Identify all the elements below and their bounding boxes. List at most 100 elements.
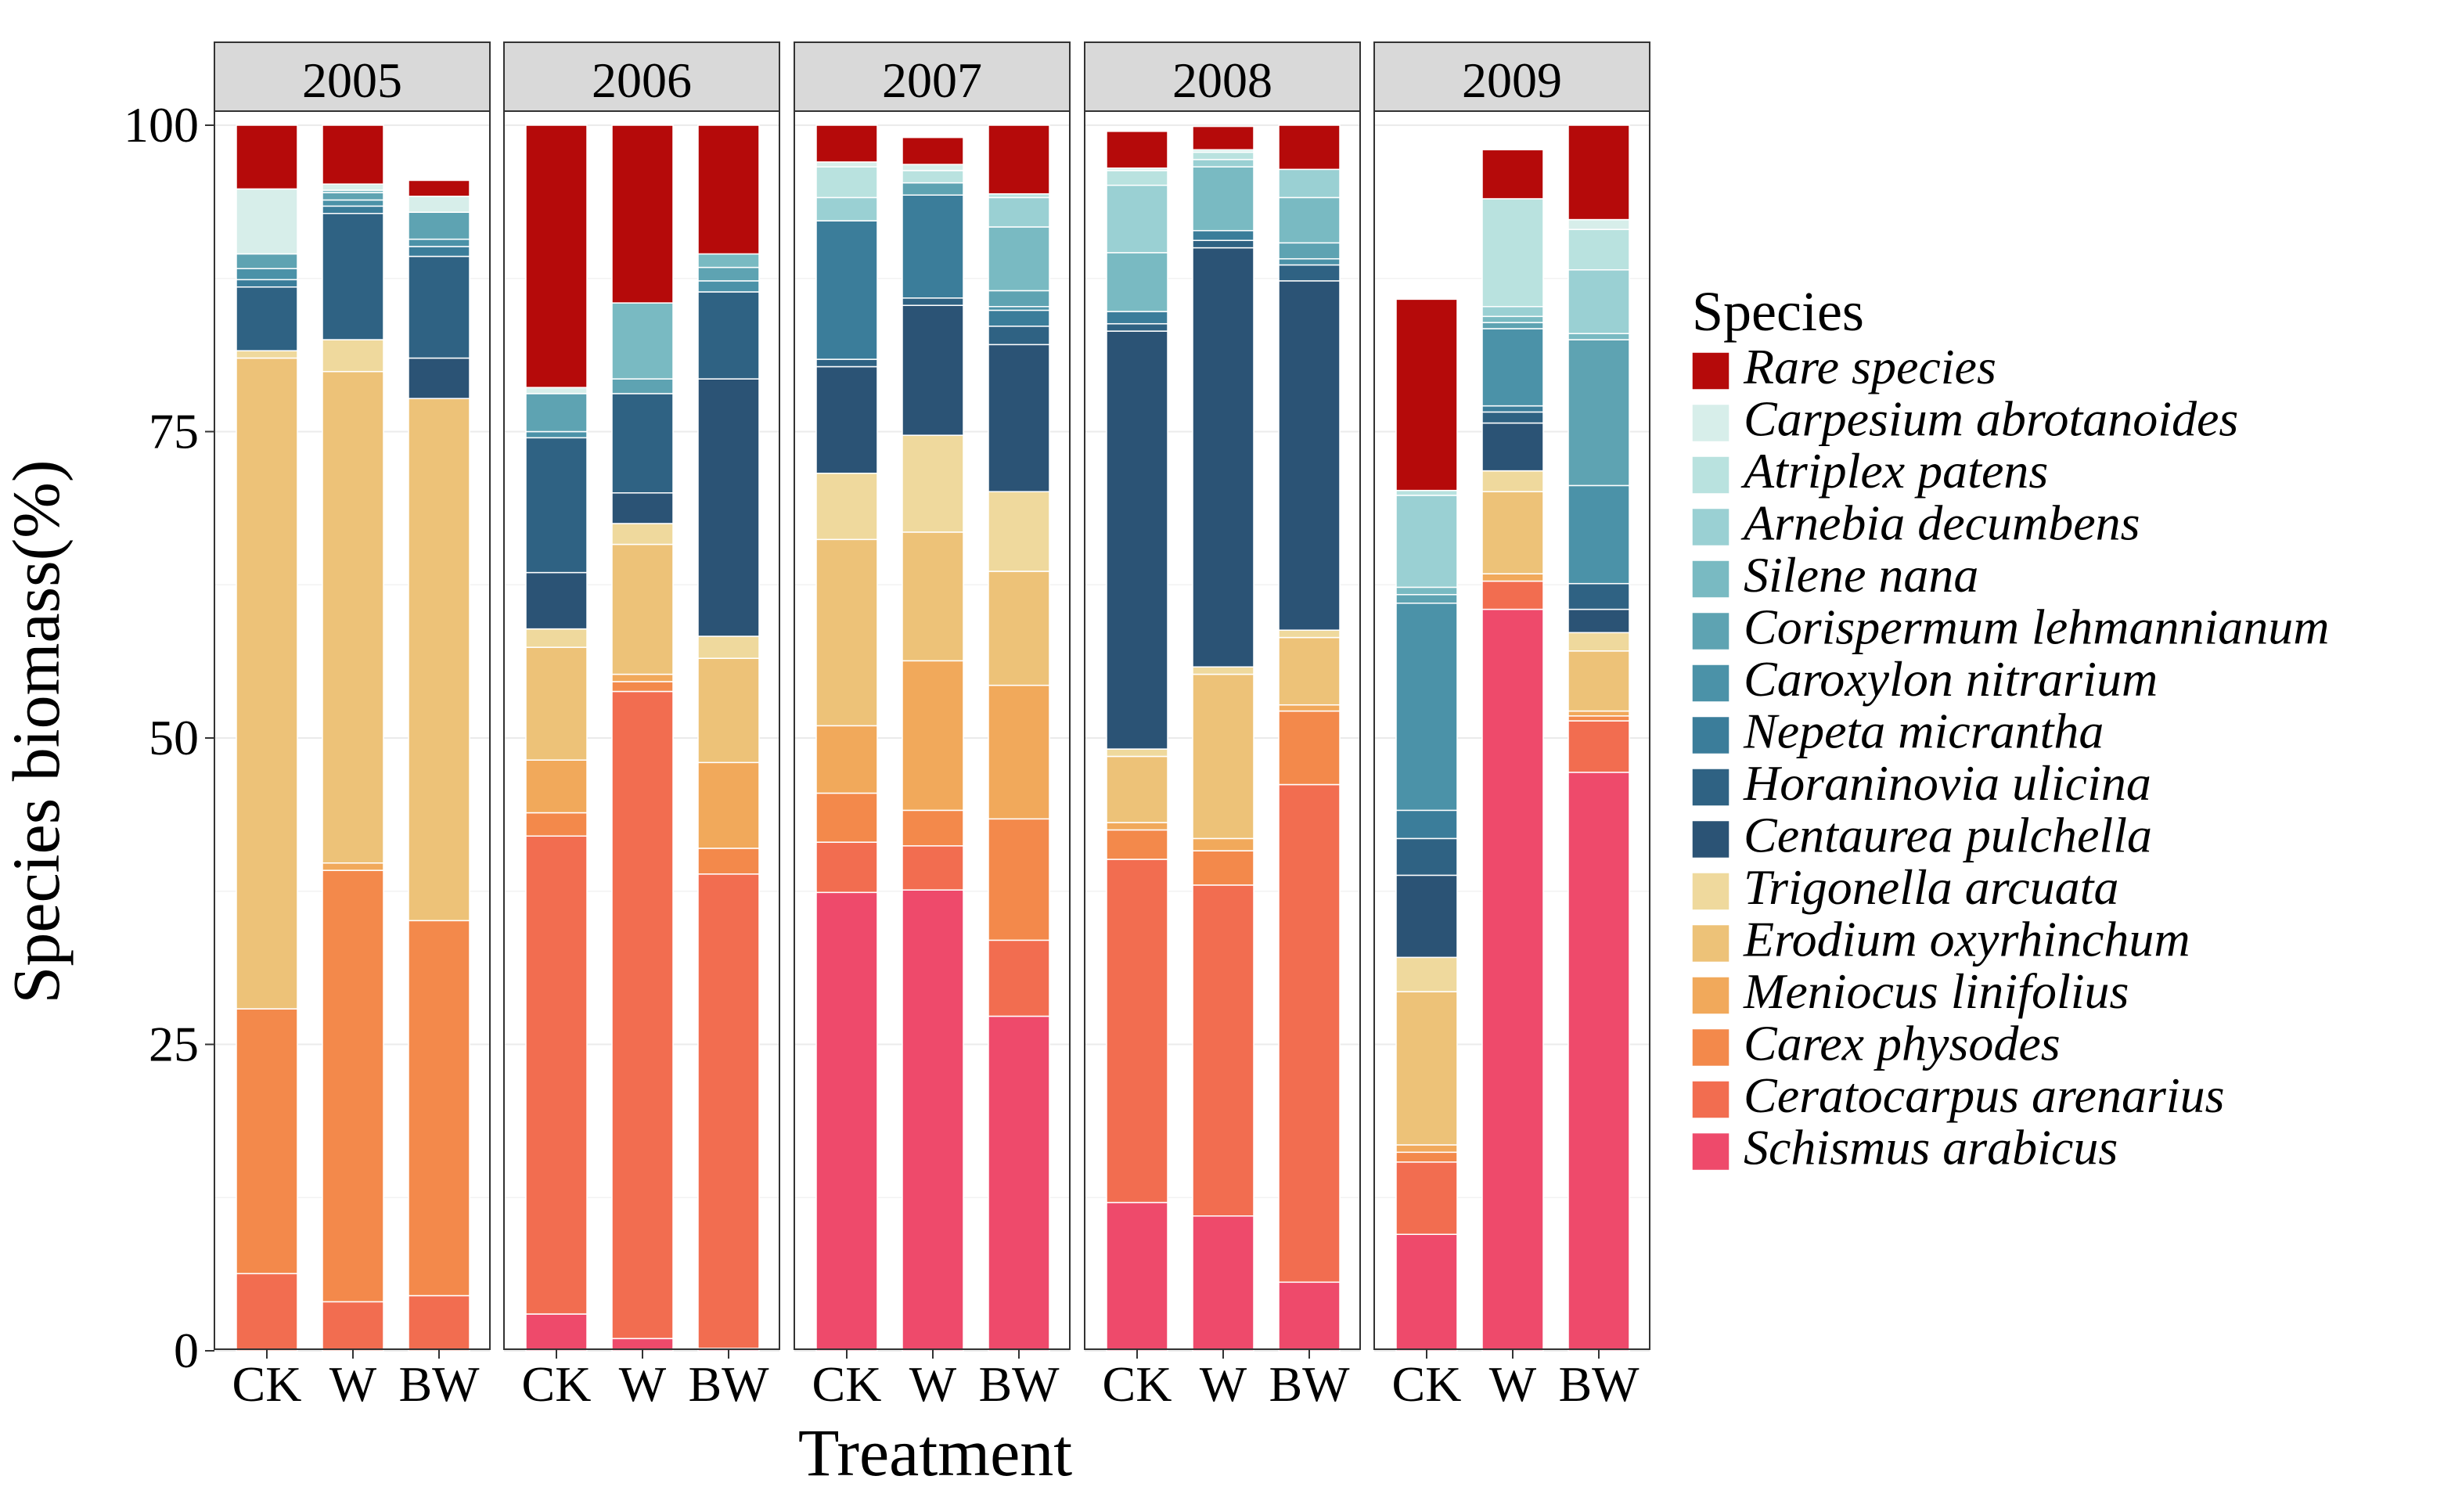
legend-item: Silene nana <box>1691 547 1978 603</box>
bar-segment: Trigonella arcuata: 1.8 <box>697 635 760 659</box>
legend-label: Erodium oxyrhinchum <box>1743 912 2190 967</box>
bar-segment: Centaurea pulchella: 4.6 <box>525 571 588 630</box>
bar-segment: Arnebia decumbens: 7.5 <box>1395 495 1458 589</box>
x-tick-label: CK <box>1392 1356 1462 1412</box>
panel-border <box>1373 110 1650 1350</box>
legend-label: Arnebia decumbens <box>1740 495 2140 551</box>
bar-segment: Corispermum lehmannianum: 0.6 <box>322 192 384 201</box>
bar-segment: Corispermum lehmannianum: 1.2 <box>611 378 674 394</box>
bar-segment: Atriplex patens: 2.5 <box>815 166 878 199</box>
bar-segment: Carpesium abrotanoides: 0.8 <box>1568 218 1630 230</box>
bar-segment: Horaninovia ulicina: 0.6 <box>1192 239 1254 249</box>
facet-panel-2009: 2009Schismus arabicus: 9.5Ceratocarpus a… <box>1373 41 1650 1412</box>
bar-segment: Centaurea pulchella: 21 <box>697 378 760 637</box>
bar-W: Schismus arabicus: 60.5Ceratocarpus aren… <box>1481 149 1544 1352</box>
bar-W: Schismus arabicus: 37.6Ceratocarpus aren… <box>902 136 964 1352</box>
panel-border <box>794 110 1071 1350</box>
bar-segment: Erodium oxyrhinchum: 9.2 <box>525 646 588 761</box>
bar-segment: Corispermum lehmannianum: 0.5 <box>1481 322 1544 329</box>
bar-segment: Trigonella arcuata: 2.8 <box>1395 956 1458 992</box>
x-tick-label: W <box>1200 1356 1247 1412</box>
y-tick-label: 0 <box>174 1323 199 1378</box>
x-tick-label: CK <box>522 1356 592 1412</box>
x-tick-label: BW <box>1269 1356 1350 1412</box>
bar-segment: Arnebia decumbens: 5.2 <box>1568 269 1630 334</box>
x-tick-label: W <box>619 1356 667 1412</box>
bar-segment: Horaninovia ulicina: 3 <box>1395 837 1458 877</box>
bar-segment: Atriplex patens: 1.2 <box>1106 170 1168 186</box>
legend-label: Trigonella arcuata <box>1744 859 2118 915</box>
legend-label: Horaninovia ulicina <box>1743 755 2151 811</box>
x-tick-label: CK <box>232 1356 302 1412</box>
panel-border <box>503 110 780 1350</box>
bar-segment: Arnebia decumbens: 1.9 <box>815 196 878 221</box>
bar-segment: Silene nana: 5.2 <box>1192 166 1254 232</box>
y-tick-label: 25 <box>149 1017 199 1072</box>
bar-segment: Caroxylon nitrarium: 0.5 <box>525 430 588 439</box>
bar-segment: Corispermum lehmannianum: 1.3 <box>988 290 1050 308</box>
bar-segment: Nepeta micrantha: 1 <box>1106 311 1168 325</box>
bar-segment: Caroxylon nitrarium: 0.6 <box>408 238 470 247</box>
bar-segment: Rare species: 7.7 <box>1568 124 1630 221</box>
bar-segment: Erodium oxyrhinchum: 6.7 <box>1481 491 1544 574</box>
bar-segment: Centaurea pulchella: 3.9 <box>1481 422 1544 472</box>
bar-segment: Rare species: 2.2 <box>902 136 964 165</box>
legend-label: Schismus arabicus <box>1744 1120 2118 1175</box>
bar-segment: Nepeta micrantha: 0.6 <box>322 205 384 214</box>
bar-segment: Ceratocarpus arenarius: 40.6 <box>1278 783 1341 1283</box>
bar-W: Ceratocarpus arenarius: 4Carex physodes:… <box>322 124 384 1352</box>
legend-label: Corispermum lehmannianum <box>1744 599 2329 655</box>
bar-segment: Carex physodes: 4 <box>815 792 878 843</box>
bar-segment: Corispermum lehmannianum: 1.3 <box>1278 242 1341 260</box>
bar-CK: Schismus arabicus: 37.4Ceratocarpus aren… <box>815 124 878 1352</box>
bar-segment: Atriplex patens: 8.8 <box>1481 198 1544 308</box>
legend-label: Nepeta micrantha <box>1743 704 2104 759</box>
bar-segment: Erodium oxyrhinchum: 42.6 <box>408 398 470 922</box>
bar-segment: Schismus arabicus: 5.6 <box>1278 1281 1341 1352</box>
bar-segment: Caroxylon nitrarium: 0.9 <box>236 268 298 281</box>
legend-label: Rare species <box>1743 339 1996 394</box>
legend-label: Carex physodes <box>1744 1016 2061 1071</box>
legend-key <box>1691 976 1730 1015</box>
bar-segment: Horaninovia ulicina: 11 <box>525 437 588 574</box>
bar-segment: Carpesium abrotanoides: 5.3 <box>236 188 298 255</box>
facet-strip-label: 2008 <box>1172 52 1272 108</box>
bar-segment: Nepeta micrantha: 11.3 <box>815 220 878 360</box>
facet-strip <box>1373 41 1650 112</box>
bar-segment: Schismus arabicus: 3 <box>525 1313 588 1352</box>
legend-item: Arnebia decumbens <box>1691 495 2140 551</box>
facet-panels: 2005Ceratocarpus arenarius: 6.3Carex phy… <box>214 41 1650 1412</box>
legend-item: Erodium oxyrhinchum <box>1691 912 2190 967</box>
bar-segment: Trigonella arcuata: 1.7 <box>1481 470 1544 492</box>
legend-label: Carpesium abrotanoides <box>1744 391 2238 447</box>
bar-segment: Meniocus linifolius: 1 <box>1192 837 1254 851</box>
bar-segment: Horaninovia ulicina: 8.3 <box>408 255 470 359</box>
bar-segment: Arnebia decumbens: 0.6 <box>1192 159 1254 167</box>
bar-segment: Atriplex patens: 3.3 <box>1568 229 1630 271</box>
bar-segment: Ceratocarpus arenarius: 6.2 <box>988 939 1050 1017</box>
facet-panel-2007: 2007Schismus arabicus: 37.4Ceratocarpus … <box>794 41 1071 1412</box>
bar-segment: Carex physodes: 1.9 <box>525 812 588 837</box>
bar-W: Schismus arabicus: 1Ceratocarpus arenari… <box>611 124 674 1352</box>
legend-key <box>1691 715 1730 755</box>
facet-panel-2005: 2005Ceratocarpus arenarius: 6.3Carex phy… <box>214 41 491 1412</box>
bar-segment: Meniocus linifolius: 0.5 <box>1278 704 1341 712</box>
bar-segment: Carpesium abrotanoides: 1.3 <box>408 196 470 213</box>
bar-segment: Trigonella arcuata: 2.6 <box>322 339 384 373</box>
bar-segment: Ceratocarpus arenarius: 4.1 <box>815 841 878 894</box>
bar-segment: Schismus arabicus: 11 <box>1192 1215 1254 1352</box>
bar-segment: Carex physodes: 9.9 <box>988 818 1050 941</box>
x-tick-label: BW <box>978 1356 1060 1412</box>
bar-segment: Nepeta micrantha: 2.3 <box>1395 809 1458 840</box>
bar-segment: Horaninovia ulicina: 1.3 <box>1278 264 1341 282</box>
bar-segment: Centaurea pulchella: 2.5 <box>611 492 674 524</box>
bar-segment: Rare species: 21.4 <box>525 124 588 388</box>
bar-segment: Ceratocarpus arenarius: 6.3 <box>236 1273 298 1352</box>
bar-segment: Rare species: 4 <box>1481 149 1544 200</box>
bar-segment: Meniocus linifolius: 0.6 <box>611 673 674 682</box>
x-axis-title: Treatment <box>798 1415 1072 1490</box>
bar-segment: Ceratocarpus arenarius: 27 <box>1192 884 1254 1217</box>
legend-item: Horaninovia ulicina <box>1691 755 2151 811</box>
bar-segment: Centaurea pulchella: 6.7 <box>1395 874 1458 959</box>
